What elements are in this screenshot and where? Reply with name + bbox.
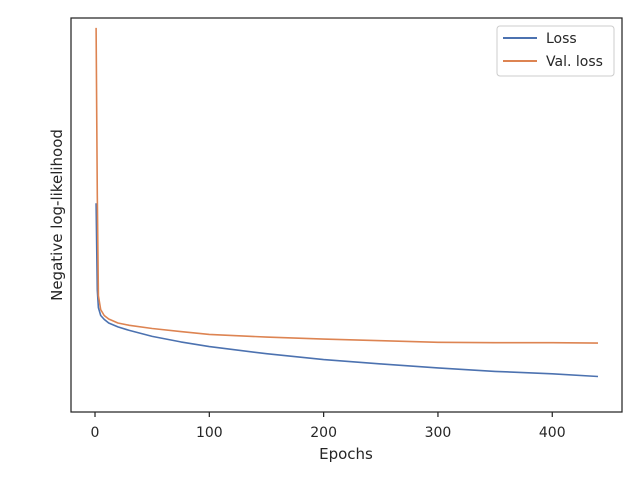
- x-tick-label: 400: [539, 425, 566, 441]
- series-layer: [95, 27, 599, 378]
- x-tick-label: 0: [91, 425, 100, 441]
- x-axis-label: Epochs: [319, 445, 373, 463]
- legend: Loss Val. loss: [496, 25, 615, 77]
- series-line-1: [95, 27, 599, 344]
- x-tick-label: 100: [196, 425, 223, 441]
- x-axis-ticks: 0 100 200 300 400: [91, 412, 566, 441]
- series-line-0: [95, 203, 599, 378]
- plot-frame: [70, 17, 623, 413]
- legend-label-val-loss: Val. loss: [546, 54, 603, 70]
- y-axis-label: Negative log-likelihood: [48, 129, 66, 301]
- x-tick-label: 200: [310, 425, 337, 441]
- legend-label-loss: Loss: [546, 31, 577, 47]
- plot-background: [71, 18, 622, 412]
- x-tick-label: 300: [425, 425, 452, 441]
